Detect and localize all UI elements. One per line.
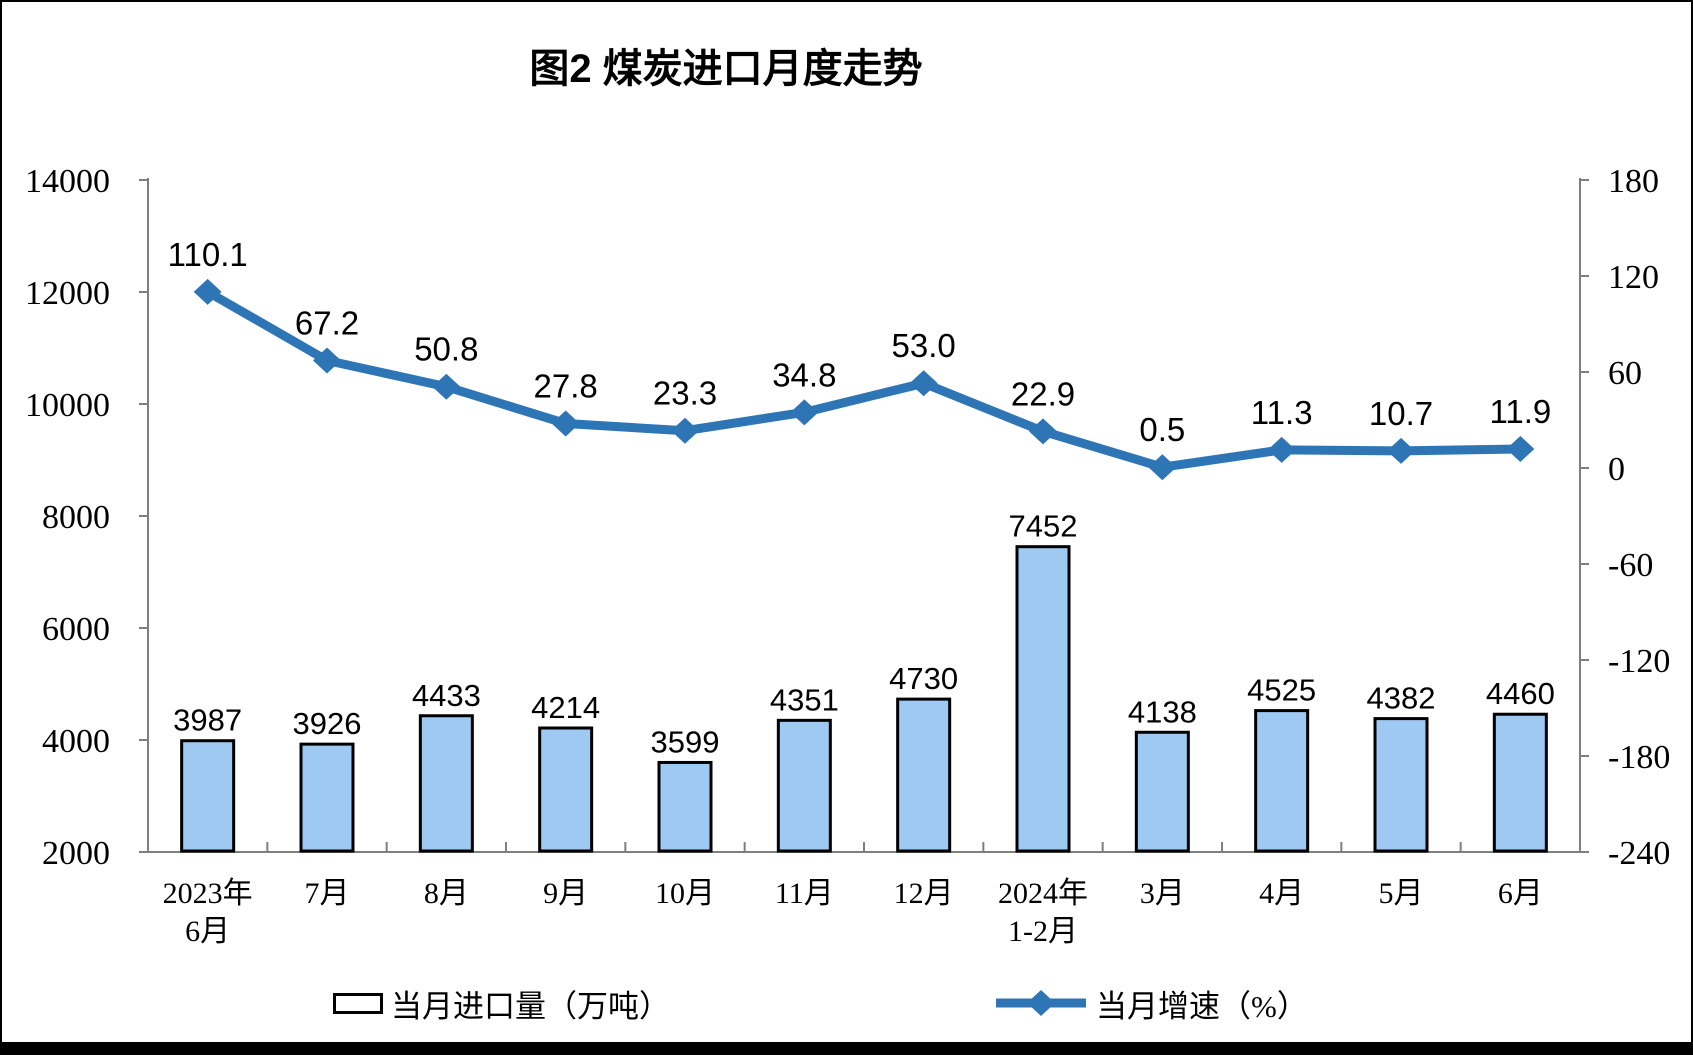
category-label: 6月 [185,915,230,948]
bar-label: 4138 [1128,694,1197,729]
category-label: 10月 [655,877,715,910]
line-marker [1148,454,1177,481]
line-marker [193,278,222,305]
bar [299,742,355,853]
bar [1015,545,1071,853]
line-marker [1029,418,1057,445]
line-label: 22.9 [1011,375,1075,412]
line-marker [432,373,461,400]
bar [896,697,952,853]
line-label: 67.2 [295,304,359,341]
legend-item-growth: 当月增速（%） [994,984,1308,1024]
line-marker [313,347,341,374]
right-tick-label: 0 [1608,451,1625,488]
category-label: 6月 [1498,877,1543,910]
bar [776,718,832,853]
right-tick-label: 120 [1608,259,1659,296]
category-label: 3月 [1140,877,1185,910]
bar-label: 4460 [1486,676,1555,711]
left-tick-label: 14000 [25,163,110,200]
right-tick-label: -180 [1608,739,1670,776]
trend-line [203,287,1525,472]
category-label: 12月 [894,877,954,910]
frame-border-right [1691,0,1693,1055]
left-tick-label: 2000 [42,835,110,872]
category-label: 4月 [1259,877,1304,910]
bar [538,726,594,853]
bar-label: 3926 [293,706,362,741]
line-marker [909,370,938,397]
bar [1254,709,1310,853]
bar [1134,730,1190,853]
right-tick-label: -60 [1608,547,1653,584]
left-tick-label: 10000 [25,387,110,424]
frame-border-left [0,0,2,1055]
bar [657,760,713,853]
line-label: 23.3 [653,375,717,412]
left-tick-label: 4000 [42,723,110,760]
line-label: 110.1 [168,236,248,273]
bar-label: 4525 [1247,673,1316,708]
category-label: 2023年 [163,877,253,910]
bar-label: 4433 [412,678,481,713]
bar-series-swatch-icon [333,992,383,1014]
category-label: 8月 [424,877,469,910]
legend-label-imports: 当月进口量（万吨） [391,988,670,1024]
bar [1373,717,1429,853]
bar-label: 4730 [889,661,958,696]
category-label: 11月 [775,877,834,910]
line-marker [551,410,580,437]
bar [1492,712,1548,853]
line-series-swatch-icon [996,990,1086,1016]
category-label: 5月 [1379,877,1424,910]
category-label: 1-2月 [1008,915,1078,948]
right-tick-label: 60 [1608,355,1642,392]
frame-border-top [0,0,1693,2]
line-label: 0.5 [1139,411,1185,448]
line-label: 34.8 [772,356,836,393]
line-label: 11.3 [1251,394,1313,431]
legend-label-growth: 当月增速（%） [1096,988,1308,1024]
bar-label: 4351 [770,682,839,717]
frame-border-bottom [0,1042,1693,1055]
right-tick-label: -120 [1608,643,1670,680]
left-tick-label: 6000 [42,611,110,648]
line-marker [790,399,819,426]
bar-label: 4214 [531,690,600,725]
chart-title: 图2 煤炭进口月度走势 [529,47,923,91]
line-marker [1267,436,1296,463]
bar [180,739,236,853]
right-tick-label: 180 [1608,163,1659,200]
legend-item-imports: 当月进口量（万吨） [333,984,670,1024]
line-marker [1506,435,1535,462]
left-tick-label: 8000 [42,499,110,536]
line-label: 50.8 [414,331,478,368]
bar-label: 7452 [1009,509,1078,544]
right-tick-label: -240 [1608,835,1670,872]
bar-label: 3599 [651,724,720,759]
line-label: 10.7 [1369,395,1433,432]
bar-label: 4382 [1367,681,1436,716]
line-label: 27.8 [534,368,598,405]
bar [418,714,474,853]
line-marker [1387,437,1415,464]
left-tick-label: 12000 [25,275,110,312]
line-marker [671,417,699,444]
line-label: 53.0 [892,327,956,364]
category-label: 9月 [543,877,588,910]
bar-label: 3987 [173,703,242,738]
line-label: 11.9 [1489,393,1551,430]
category-label: 7月 [305,877,350,910]
category-label: 2024年 [998,877,1088,910]
